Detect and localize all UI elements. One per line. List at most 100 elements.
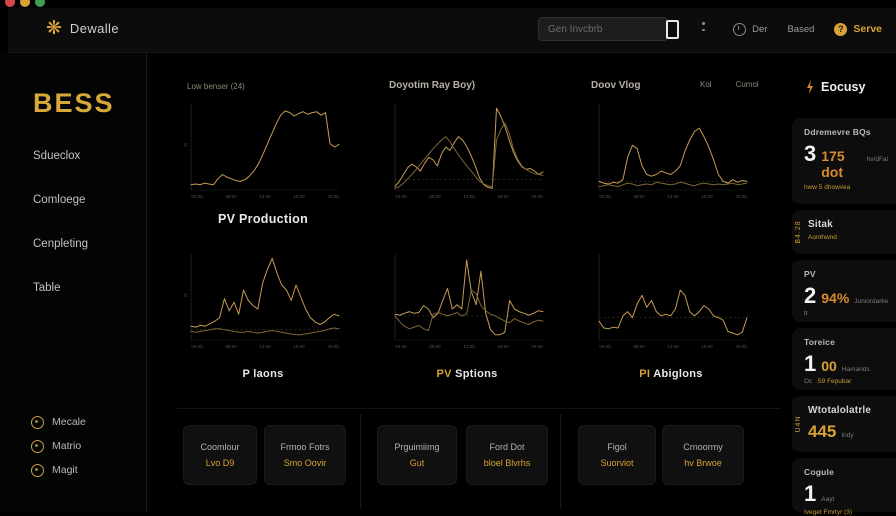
app-name: Dewalle: [69, 21, 119, 36]
svg-text:08:00: 08:00: [429, 194, 441, 199]
stat-card-c[interactable]: PV 2 94% Juniordarke tr: [792, 260, 896, 322]
vertical-label: B4.28: [795, 220, 802, 244]
sidebar-item-table[interactable]: Table: [33, 282, 61, 294]
svg-text:04:00: 04:00: [599, 344, 611, 349]
svg-text:04:00: 04:00: [599, 194, 611, 199]
stat-card-f[interactable]: Cogule 1 Aayt Iveget Fmrtyr (3): [792, 458, 896, 516]
chart6-caption: PI Abiglons: [639, 368, 703, 380]
sidebar-item-mecale[interactable]: Mecale: [31, 410, 86, 434]
legend-item[interactable]: Cumol: [735, 80, 759, 89]
svg-text:08:00: 08:00: [225, 194, 237, 199]
svg-text:0: 0: [184, 293, 187, 299]
vertical-label: U4N: [795, 415, 802, 433]
zoom-window-button[interactable]: [35, 0, 45, 7]
ring-icon: [31, 415, 44, 429]
chart3-title: Doov Vlog: [591, 80, 641, 91]
door-icon[interactable]: [666, 20, 679, 39]
sidebar-item-matrio[interactable]: Matrio: [31, 434, 86, 458]
svg-text:12:00: 12:00: [667, 344, 679, 349]
sidebar-item-cenpleting[interactable]: Cenpleting: [33, 238, 88, 250]
search-input[interactable]: [538, 17, 668, 41]
stat-number: 3: [804, 141, 817, 166]
chart1-title: Low benser (24): [187, 82, 245, 91]
brand-title: BESS: [33, 88, 115, 118]
line-chart-pv-production: 04:00 08:00 12:00 16:00 20:00 0: [181, 96, 345, 208]
sidebar-nav: Sdueclox Comloege Cenpleting Table: [33, 134, 88, 310]
svg-text:16:00: 16:00: [701, 194, 713, 199]
svg-text:20:00: 20:00: [531, 344, 543, 349]
help-icon: ?: [834, 22, 848, 36]
chart4-caption: P laons: [242, 368, 284, 380]
bottom-card-ford-dot[interactable]: Ford Dot bloel Blvrhs: [466, 425, 548, 485]
kebab-menu-icon[interactable]: [702, 22, 705, 31]
stat-card-e[interactable]: U4N Wtotalolatrle 445 Indy: [792, 396, 896, 452]
line-chart-abiglons: 04:00 08:00 12:00 16:00 20:00: [589, 246, 753, 358]
svg-text:20:00: 20:00: [327, 344, 339, 349]
stat-number: 2: [804, 283, 817, 308]
minimize-window-button[interactable]: [20, 0, 30, 7]
serve-button[interactable]: ? Serve: [834, 22, 882, 36]
ring-icon: [31, 463, 44, 477]
sun-icon: ❋: [46, 18, 62, 39]
svg-text:16:00: 16:00: [701, 344, 713, 349]
bottom-card-coomlour[interactable]: Coomlour Lvo D9: [183, 425, 257, 485]
ring-icon: [31, 439, 44, 453]
stat-accent: 445: [808, 422, 837, 441]
main-content: Low benser (24) Doyotim Ray Boy) Doov Vl…: [147, 52, 790, 512]
svg-text:20:00: 20:00: [531, 194, 543, 199]
window-controls: [5, 0, 45, 7]
bolt-icon: [807, 80, 813, 94]
svg-text:12:00: 12:00: [667, 194, 679, 199]
stat-card-a[interactable]: Ddremevre BQs 3 175 dot hv/dFal hww 5 dh…: [792, 118, 896, 204]
bottom-card-frmoo[interactable]: Frmoo Fotrs Smo Oovir: [264, 425, 346, 485]
based-button[interactable]: Based: [787, 23, 815, 35]
svg-text:08:00: 08:00: [633, 194, 645, 199]
svg-text:20:00: 20:00: [735, 194, 747, 199]
divider: [360, 414, 361, 508]
chart3-legend: Kol Cumol: [700, 80, 759, 89]
stat-number: 1: [804, 351, 817, 376]
svg-text:04:00: 04:00: [395, 344, 407, 349]
svg-text:16:00: 16:00: [497, 194, 509, 199]
svg-text:08:00: 08:00: [225, 344, 237, 349]
sidebar-item-comloege[interactable]: Comloege: [33, 194, 86, 206]
sidebar-item-magit[interactable]: Magit: [31, 458, 86, 482]
svg-text:12:00: 12:00: [463, 344, 475, 349]
close-window-button[interactable]: [5, 0, 15, 7]
right-panel-header: Eocusy: [806, 80, 865, 94]
sidebar-item-sdueclox[interactable]: Sdueclox: [33, 150, 81, 162]
svg-text:16:00: 16:00: [293, 344, 305, 349]
stat-card-b[interactable]: B4.28 Sitak Aonthwnd: [792, 210, 896, 254]
svg-text:12:00: 12:00: [259, 344, 271, 349]
bottom-card-crnoormy[interactable]: Crnoormy hv Brwoe: [662, 425, 744, 485]
right-panel: Eocusy Ddremevre BQs 3 175 dot hv/dFal h…: [790, 52, 896, 516]
line-chart-sptions: 04:00 08:00 12:00 16:00 20:00: [385, 246, 549, 358]
svg-text:08:00: 08:00: [633, 344, 645, 349]
chart2-title: Doyotim Ray Boy): [389, 80, 476, 91]
stat-card-d[interactable]: Toreice 1 00 Hamarids Oc S9 Fepubar: [792, 328, 896, 390]
top-bar: ❋ Dewalle Der Based ? Serve: [8, 8, 896, 53]
app-logo: ❋ Dewalle: [46, 19, 119, 38]
clock-icon: [733, 22, 747, 36]
chart1-caption: PV Production: [217, 212, 308, 226]
line-chart-ray: 04:00 08:00 12:00 16:00 20:00: [385, 96, 549, 208]
bottom-card-prguimiimg[interactable]: Prguimiimg Gut: [377, 425, 457, 485]
stat-accent: 94%: [821, 290, 850, 306]
line-chart-laons: 04:00 08:00 12:00 16:00 20:00 0: [181, 246, 345, 358]
legend-item[interactable]: Kol: [700, 80, 712, 89]
svg-text:16:00: 16:00: [293, 194, 305, 199]
divider: [177, 408, 780, 409]
der-button[interactable]: Der: [733, 22, 767, 36]
stat-accent: 00: [821, 358, 837, 374]
svg-text:04:00: 04:00: [191, 344, 203, 349]
svg-text:20:00: 20:00: [735, 344, 747, 349]
sidebar: BESS Sdueclox Comloege Cenpleting Table …: [0, 52, 147, 512]
stat-number: 1: [804, 481, 817, 506]
svg-text:08:00: 08:00: [429, 344, 441, 349]
bottom-card-figol[interactable]: Figol Suorviot: [578, 425, 656, 485]
svg-text:04:00: 04:00: [191, 194, 203, 199]
svg-text:16:00: 16:00: [497, 344, 509, 349]
chart5-caption: PV Sptions: [436, 368, 498, 380]
sidebar-footer: Mecale Matrio Magit: [31, 410, 86, 482]
line-chart-vlog: 04:00 08:00 12:00 16:00 20:00: [589, 96, 753, 208]
